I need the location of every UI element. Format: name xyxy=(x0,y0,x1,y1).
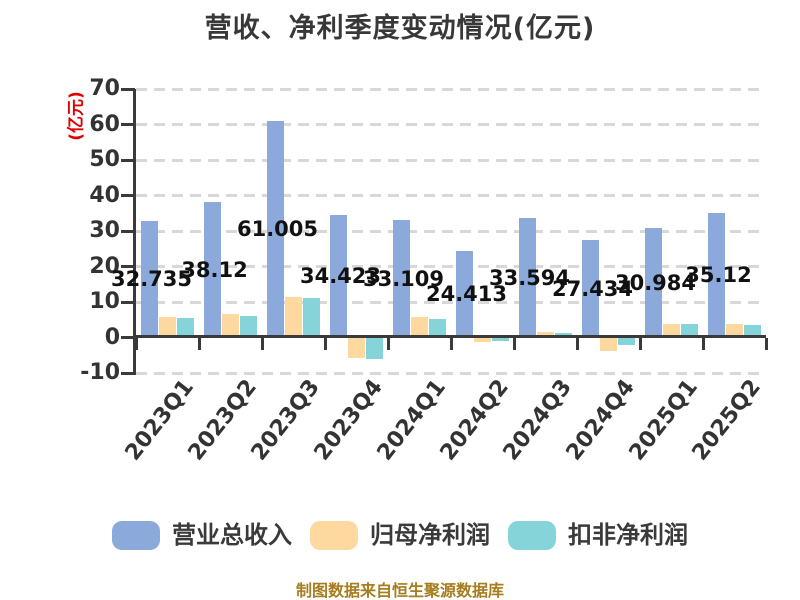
bar-total-revenue-2024Q3 xyxy=(519,218,536,338)
bar-total-revenue-2023Q1 xyxy=(141,221,158,338)
x-tick-5 xyxy=(449,337,453,350)
gridline-70 xyxy=(136,87,766,91)
bar-total-revenue-2023Q2 xyxy=(204,202,221,338)
bar-net-profit-2025Q1 xyxy=(663,323,680,338)
gridline-30 xyxy=(136,229,766,233)
bar-label-2023Q1: 32.735 xyxy=(110,267,193,292)
legend: 营业总收入 归母净利润 扣非净利润 xyxy=(0,521,800,550)
legend-swatch-non-gaap-profit xyxy=(508,521,556,550)
bar-non-gaap-profit-2023Q2 xyxy=(240,315,257,338)
y-tick-label-10: 10 xyxy=(89,289,120,314)
y-tick-label-40: 40 xyxy=(89,182,120,208)
y-tick-label-20: 20 xyxy=(89,253,120,279)
y-tick-40 xyxy=(121,194,135,197)
bar-non-gaap-profit-2024Q1 xyxy=(429,318,446,338)
footer-note: 制图数据来自恒生聚源数据库 xyxy=(295,581,504,600)
bar-label-2023Q4: 34.423 xyxy=(299,264,382,289)
x-tick-4 xyxy=(386,337,390,350)
x-tick-6 xyxy=(512,337,516,350)
y-tick--10 xyxy=(121,371,135,375)
bar-total-revenue-2024Q2 xyxy=(456,250,473,338)
y-tick-60 xyxy=(121,123,135,126)
legend-item-total-revenue: 营业总收入 xyxy=(112,521,292,550)
legend-swatch-net-profit xyxy=(310,521,358,550)
bar-total-revenue-2025Q2 xyxy=(708,212,725,338)
x-axis-zero-line xyxy=(136,335,766,338)
y-tick-label-50: 50 xyxy=(89,147,120,172)
bar-net-profit-2023Q3 xyxy=(285,297,302,338)
bar-non-gaap-profit-2023Q4 xyxy=(366,337,383,360)
y-tick-0 xyxy=(121,336,135,339)
y-tick-10 xyxy=(121,300,135,304)
x-tick-3 xyxy=(323,337,327,350)
bar-label-2024Q1: 33.109 xyxy=(362,266,445,291)
bar-label-2023Q3: 61.005 xyxy=(236,217,319,242)
bar-non-gaap-profit-2023Q1 xyxy=(177,317,194,338)
gridline-10 xyxy=(136,300,766,304)
bar-net-profit-2024Q3 xyxy=(537,331,554,338)
y-tick-30 xyxy=(121,229,135,233)
legend-label-non-gaap-profit: 扣非净利润 xyxy=(568,521,688,549)
y-tick-70 xyxy=(121,87,135,91)
bar-non-gaap-profit-2025Q1 xyxy=(681,324,698,338)
y-tick-label--10: -10 xyxy=(80,360,120,385)
bar-label-2024Q4: 27.434 xyxy=(551,276,634,301)
legend-item-non-gaap-profit: 扣非净利润 xyxy=(508,521,688,550)
gridline-50 xyxy=(136,158,766,162)
legend-swatch-total-revenue xyxy=(112,521,160,550)
x-tick-7 xyxy=(575,337,579,350)
plot-area: 70 60 50 40 30 20 10 0 -10 32.735 38.12 61.005 34.42… xyxy=(80,76,768,385)
gridline-40 xyxy=(136,194,766,197)
x-tick-0 xyxy=(134,337,138,350)
y-tick-label-70: 70 xyxy=(89,76,120,101)
bar-net-profit-2023Q4 xyxy=(348,337,365,359)
bar-total-revenue-2024Q4 xyxy=(582,240,599,338)
bar-total-revenue-2023Q3 xyxy=(267,120,284,338)
x-tick-1 xyxy=(197,337,201,350)
legend-label-net-profit: 归母净利润 xyxy=(370,521,490,549)
bar-non-gaap-profit-2024Q4 xyxy=(618,337,635,346)
x-tick-8 xyxy=(638,337,642,350)
bar-net-profit-2023Q1 xyxy=(159,316,176,338)
y-tick-20 xyxy=(121,265,135,268)
bar-label-2024Q2: 24.413 xyxy=(425,282,508,307)
bar-label-2024Q3: 33.594 xyxy=(488,265,571,290)
bar-label-2025Q1: 30.984 xyxy=(614,270,697,295)
bar-total-revenue-2023Q4 xyxy=(330,215,347,338)
bar-non-gaap-profit-2025Q2 xyxy=(744,324,761,338)
bar-net-profit-2023Q2 xyxy=(222,314,239,338)
chart-title: 营收、净利季度变动情况(亿元) xyxy=(204,13,596,44)
gridline-60 xyxy=(136,123,766,126)
x-tick-2 xyxy=(260,337,264,350)
y-tick-50 xyxy=(121,158,135,162)
y-axis-spine xyxy=(133,89,136,375)
bar-label-2025Q2: 35.12 xyxy=(685,263,752,288)
bar-net-profit-2025Q2 xyxy=(726,323,743,338)
gridline-20 xyxy=(136,265,766,268)
y-tick-label-0: 0 xyxy=(104,324,120,350)
y-tick-label-60: 60 xyxy=(89,111,120,137)
x-tick-9 xyxy=(701,337,705,350)
x-tick-10 xyxy=(764,337,768,350)
bar-net-profit-2024Q4 xyxy=(600,337,617,351)
gridline--10 xyxy=(136,371,766,375)
bar-net-profit-2024Q1 xyxy=(411,316,428,338)
legend-label-total-revenue: 营业总收入 xyxy=(172,521,292,549)
bar-non-gaap-profit-2024Q2 xyxy=(492,337,509,342)
y-tick-label-30: 30 xyxy=(89,218,120,243)
legend-item-net-profit: 归母净利润 xyxy=(310,521,490,550)
bar-net-profit-2024Q2 xyxy=(474,337,491,343)
bar-non-gaap-profit-2023Q3 xyxy=(303,297,320,338)
bar-total-revenue-2024Q1 xyxy=(393,219,410,338)
bar-label-2023Q2: 38.12 xyxy=(181,257,248,282)
bar-total-revenue-2025Q1 xyxy=(645,227,662,338)
